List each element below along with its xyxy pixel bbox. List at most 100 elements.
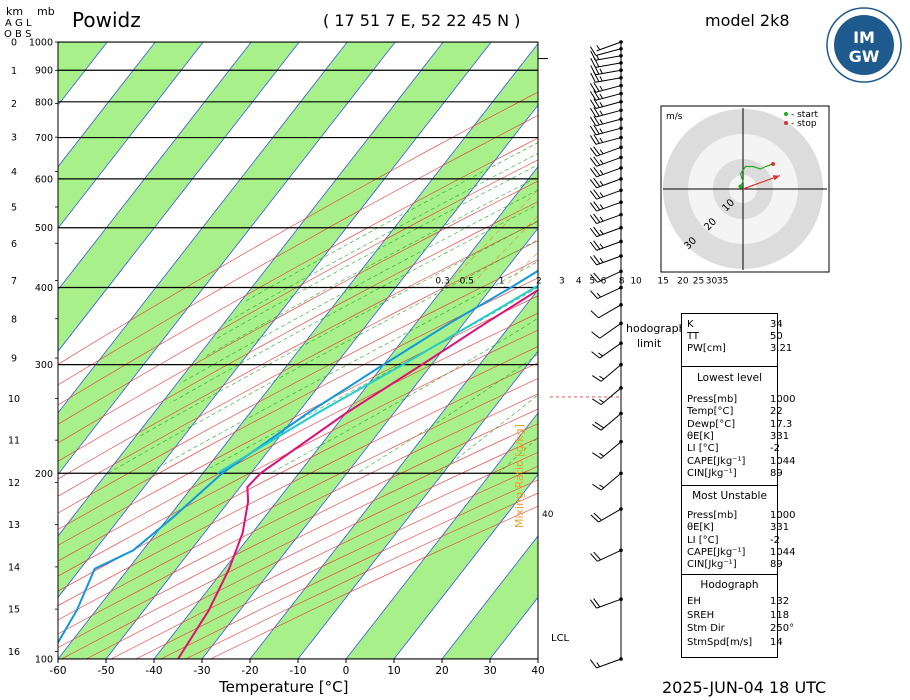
mixing-ratio-label: 0.3 [435,277,449,287]
barb-flag [592,424,602,431]
km-tick-label: 5 [11,203,17,214]
barb-flag [589,107,597,118]
isotherm-line [393,473,538,659]
barb-flag [593,57,600,68]
pressure-tick-label: 200 [35,469,53,480]
barb-flag [593,551,601,561]
barb-flag [593,90,600,100]
barb-flag [589,241,597,251]
temperature-tick-label: -30 [193,665,210,677]
barb-flag [593,156,601,166]
barb-staff [596,658,622,669]
barb-half-flag [599,76,603,82]
lowest-level-title: Lowest level [696,372,763,384]
temperature-tick-label: -50 [97,665,114,677]
hodograph-trace [739,163,774,187]
wind-barb [589,254,623,266]
dry-adiabat [58,362,538,606]
barb-half-flag [599,159,604,165]
wind-barb [589,155,623,167]
wind-barb [590,507,623,523]
imgw-logo-text: IM [853,28,875,47]
dry-adiabat [58,240,538,497]
mixing-ratio-label: 15 [657,277,668,287]
table-value: 331 [770,430,790,442]
table-row: CAPE[Jkg⁻¹] 1044 [687,456,795,468]
wind-barb [589,82,623,93]
barb-staff [595,48,622,56]
table-value: 1044 [770,546,796,558]
dry-adiabat [58,180,538,444]
barb-flag [589,83,597,93]
wind-barb [591,341,623,359]
barb-staff [600,472,622,491]
barb-flag [589,659,597,669]
table-label: LI [°C] [687,443,719,455]
barb-flag [592,398,602,406]
wind-barb [589,225,623,238]
barb-staff [595,69,622,76]
table-value: -2 [770,534,780,546]
barb-flag [589,190,597,200]
dry-adiabat [58,408,538,648]
barb-flag [589,214,597,224]
wind-barb [589,657,623,669]
table-row: K 34 [687,319,783,331]
km-tick-label: 11 [8,436,20,447]
table-label: LI [°C] [687,534,719,546]
table-row: θE[K] 331 [687,522,789,534]
barb-staff [595,85,622,93]
table-value: 50 [770,331,783,342]
barb-staff [596,241,622,251]
barb-staff [595,137,622,145]
km-tick-label: 12 [8,478,20,489]
barb-flag [589,599,597,609]
barb-staff [595,62,622,68]
pressure-tick-label: 100 [35,655,53,666]
wind-barb [589,188,623,200]
temperature-tick-label: -20 [241,665,258,677]
table-row: TT 50 [687,331,783,343]
dry-adiabat [58,137,538,406]
barb-staff [599,322,622,339]
mixing-ratio-label: 6 [601,277,607,287]
mixing-ratio-label: 0.5 [460,277,474,287]
barb-flag [593,512,602,521]
indices-table: K 34 TT 50 PW[cm] 3.21 Lowest level Press[mb]… [681,313,795,658]
barb-flag [593,189,601,199]
table-label: CIN[Jkg⁻¹] [687,559,737,571]
wind-barb [590,72,623,83]
mixing-ratio-label: 30 [706,277,718,287]
table-row: CAPE[Jkg⁻¹] 1044 [687,547,795,559]
table-label: K [687,319,694,330]
barb-half-flag [599,68,603,74]
barb-flag [589,227,597,237]
wind-barb [592,411,623,431]
km-tick-label: 3 [11,133,17,144]
mixing-ratio-label: 1 [499,277,505,287]
isotherm-line [345,412,538,659]
barb-half-flag [599,484,605,489]
table-label: Temp[°C] [687,406,734,418]
isotherm-line [58,42,444,537]
wind-barb [589,145,623,157]
parcel-profile [216,284,538,475]
wind-barb [592,471,623,491]
hodograph-start-point [738,184,743,189]
mixing-ratio-40-label: 40 [542,510,554,520]
hodograph-start-label: - start [791,110,819,120]
temperature-tick-label: 0 [343,665,350,677]
wind-barb [589,597,623,609]
barb-flag [593,240,601,250]
table-row: θE[K] 331 [687,431,789,443]
wind-barb [589,134,623,145]
isotherm-line [441,535,538,659]
dry-adiabat [58,221,538,480]
barb-flag [589,202,597,212]
temperature-tick-label: -60 [49,665,66,677]
barb-staff [597,287,622,299]
barb-half-flag [596,54,600,60]
barb-staff [600,387,622,406]
barb-flag [591,351,601,359]
